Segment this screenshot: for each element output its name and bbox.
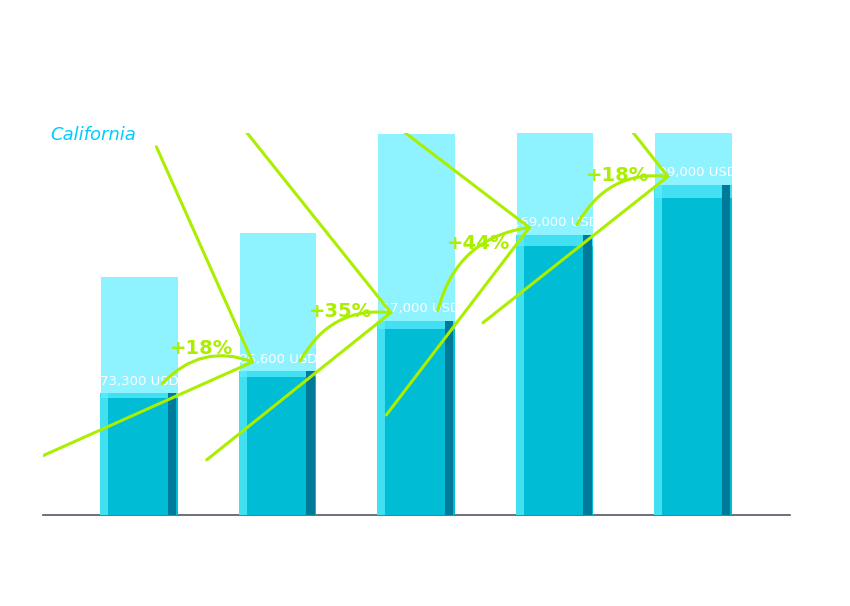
Text: California: California xyxy=(50,125,136,144)
Text: salaryexplorer.com: salaryexplorer.com xyxy=(643,65,775,79)
Text: Quantum Computing Specialist: Quantum Computing Specialist xyxy=(50,99,354,118)
Bar xyxy=(240,371,316,515)
Bar xyxy=(167,393,176,515)
Text: 86,600 USD: 86,600 USD xyxy=(239,353,317,365)
Text: 169,000 USD: 169,000 USD xyxy=(512,216,598,229)
FancyArrowPatch shape xyxy=(483,0,668,323)
FancyArrowPatch shape xyxy=(342,85,530,415)
FancyArrowPatch shape xyxy=(37,147,252,458)
Bar xyxy=(239,371,246,515)
Bar xyxy=(378,135,455,328)
Bar xyxy=(655,185,732,515)
Text: Average Yearly Salary: Average Yearly Salary xyxy=(798,264,808,385)
Bar xyxy=(101,393,178,515)
Bar xyxy=(101,276,178,398)
Text: 199,000 USD: 199,000 USD xyxy=(650,166,737,179)
Bar xyxy=(378,321,455,515)
Bar xyxy=(583,235,592,515)
Bar xyxy=(517,0,593,246)
Bar xyxy=(445,321,453,515)
Bar xyxy=(517,235,593,515)
Bar xyxy=(516,235,524,515)
Text: +18%: +18% xyxy=(586,166,649,185)
Bar xyxy=(722,185,730,515)
FancyArrowPatch shape xyxy=(207,128,391,460)
Text: 73,300 USD: 73,300 USD xyxy=(100,375,178,388)
Text: +44%: +44% xyxy=(447,234,511,253)
Bar xyxy=(240,233,316,377)
Bar xyxy=(306,371,314,515)
Bar xyxy=(377,321,385,515)
Text: 117,000 USD: 117,000 USD xyxy=(373,302,460,315)
Text: +18%: +18% xyxy=(170,339,234,358)
Bar xyxy=(655,0,732,198)
Bar xyxy=(654,185,662,515)
Text: +35%: +35% xyxy=(309,302,372,321)
Bar xyxy=(100,393,108,515)
Text: Salary Comparison By Education: Salary Comparison By Education xyxy=(50,65,607,93)
